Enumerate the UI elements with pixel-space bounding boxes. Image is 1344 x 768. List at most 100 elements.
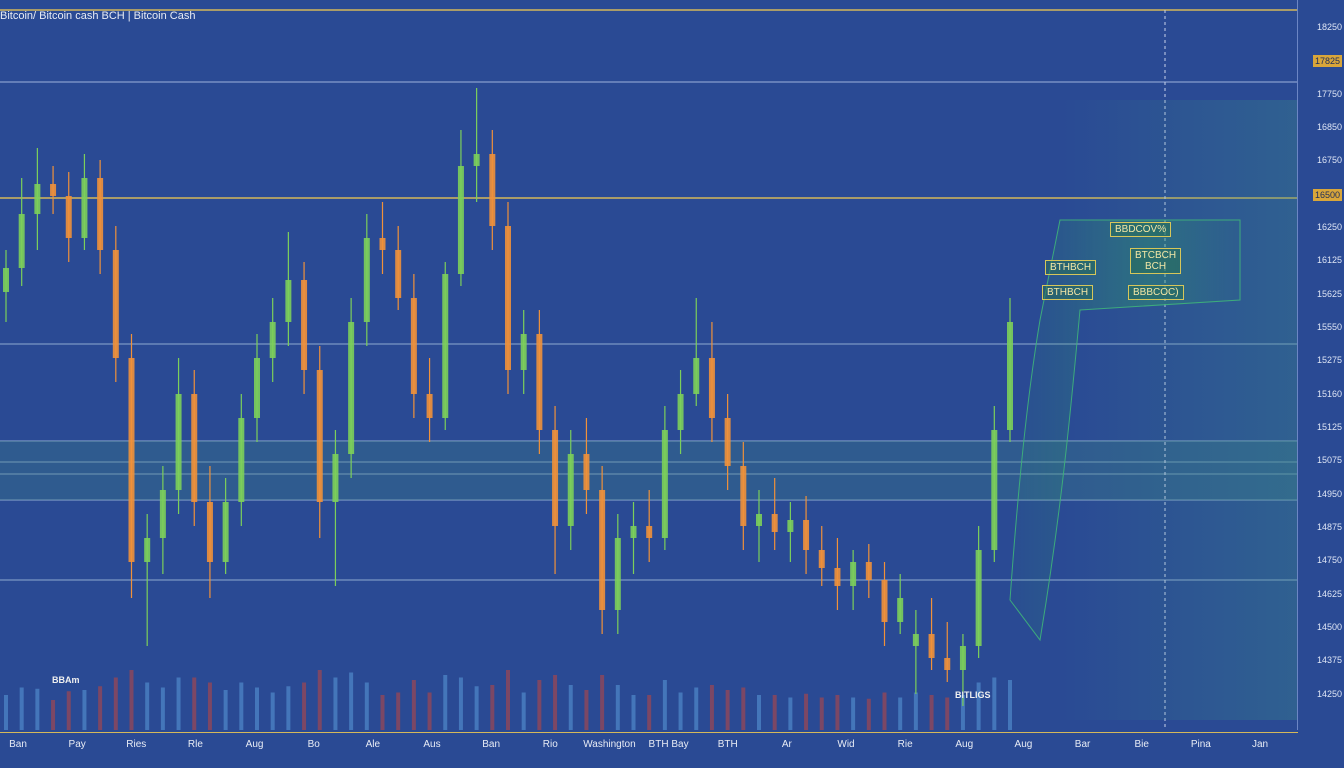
candle <box>128 334 135 598</box>
price-tick-label: 15125 <box>1316 422 1342 432</box>
candle <box>144 514 151 646</box>
volume-bar <box>882 692 887 730</box>
candle-body <box>693 358 700 394</box>
volume-bar <box>4 695 8 730</box>
volume-label-left: BBAm <box>52 675 80 685</box>
time-tick-label: Rle <box>187 739 203 750</box>
candle <box>693 298 700 406</box>
candle <box>630 502 637 574</box>
candle <box>661 406 668 550</box>
candle-body <box>426 394 433 418</box>
volume-bar <box>568 685 573 730</box>
volume-bar <box>396 692 401 730</box>
volume-bar <box>819 697 824 730</box>
candle <box>708 322 715 442</box>
volume-bar <box>960 695 965 730</box>
volume-bar <box>427 692 432 730</box>
volume-bar <box>364 682 369 730</box>
candle-body <box>81 178 88 238</box>
volume-bar <box>929 695 934 730</box>
volume-bar <box>851 697 856 730</box>
time-tick-label: Bar <box>1074 739 1091 750</box>
candle <box>834 538 841 610</box>
annotation-box-bthbch-1: BTHBCH <box>1045 260 1097 275</box>
candle <box>175 358 182 514</box>
time-axis: Ban Pay Ries Rle Aug Bo Ale Aus Ban Rio Washington… <box>0 732 1298 755</box>
time-tick-label: Aus <box>423 739 441 750</box>
candle <box>442 262 449 430</box>
volume-bar <box>615 685 620 730</box>
candle <box>238 394 245 526</box>
candle <box>505 202 511 394</box>
volume-bar <box>600 675 605 730</box>
candle-body <box>614 538 621 610</box>
time-tick-label: Pay <box>68 739 86 750</box>
volume-bar <box>19 687 24 730</box>
candle-body <box>756 514 762 526</box>
candle <box>395 226 402 310</box>
candle <box>50 166 57 214</box>
candle <box>850 550 857 610</box>
price-tick-label: 14500 <box>1316 622 1342 632</box>
candle <box>97 160 104 274</box>
candle <box>34 148 41 250</box>
candle-body <box>646 526 653 538</box>
time-tick-label: BTH <box>717 739 738 750</box>
candle <box>254 334 260 442</box>
candle <box>332 430 339 586</box>
price-tick-label: 14250 <box>1316 688 1342 699</box>
candle-body <box>128 358 135 562</box>
candle <box>520 310 527 394</box>
volume-bar <box>506 670 510 730</box>
candle <box>912 610 919 694</box>
candle-body <box>285 280 292 322</box>
price-tick-label: 15075 <box>1316 455 1342 466</box>
time-tick-label: Rie <box>897 739 913 750</box>
candle <box>756 490 762 562</box>
candle-body <box>442 274 449 418</box>
candle <box>881 562 888 646</box>
candle-body <box>50 184 57 196</box>
candle <box>473 88 480 202</box>
volume-bar <box>349 672 354 730</box>
volume-bar <box>82 690 87 730</box>
candle-body <box>803 520 810 550</box>
volume-bar <box>145 682 150 730</box>
candle <box>159 466 166 574</box>
candle-body <box>583 454 590 490</box>
price-tick-label: 14875 <box>1316 522 1342 532</box>
annotation-box-bthbch-2: BTHBCH <box>1042 285 1094 300</box>
candle-body <box>1007 322 1013 430</box>
price-tick-label: 16850 <box>1316 122 1342 132</box>
annotation-box-bbdcov: BBDCOV% <box>1110 222 1172 237</box>
time-tick-label: BTH Bay <box>648 739 689 750</box>
volume-bar <box>380 695 385 730</box>
candle <box>379 202 386 274</box>
candle-body <box>975 550 982 646</box>
price-tick-label: 17750 <box>1316 88 1342 99</box>
volume-bar <box>945 697 950 730</box>
price-tick-label: 14950 <box>1316 488 1342 499</box>
volume-bar <box>333 677 338 730</box>
volume-bar <box>458 677 463 730</box>
candle-body <box>18 214 25 268</box>
time-tick-label: Aug <box>955 739 974 750</box>
candle-body <box>316 370 323 502</box>
volume-bar <box>223 690 228 730</box>
time-tick-label: Wid <box>837 739 855 750</box>
candle-body <box>536 334 543 430</box>
volume-bar <box>725 690 730 730</box>
candle-body <box>912 634 919 646</box>
candle-body <box>677 394 684 430</box>
volume-bar <box>788 697 793 730</box>
volume-bar <box>176 677 181 730</box>
right-shade <box>1060 100 1298 720</box>
time-tick-label: Aug <box>245 739 264 750</box>
candle-body <box>630 526 637 538</box>
candle-body <box>865 562 872 580</box>
candle-body <box>489 154 496 226</box>
candle-body <box>348 322 355 454</box>
price-tick-label: 16750 <box>1316 155 1342 166</box>
time-tick-label: Ban <box>482 739 501 750</box>
candle-body <box>410 298 417 394</box>
